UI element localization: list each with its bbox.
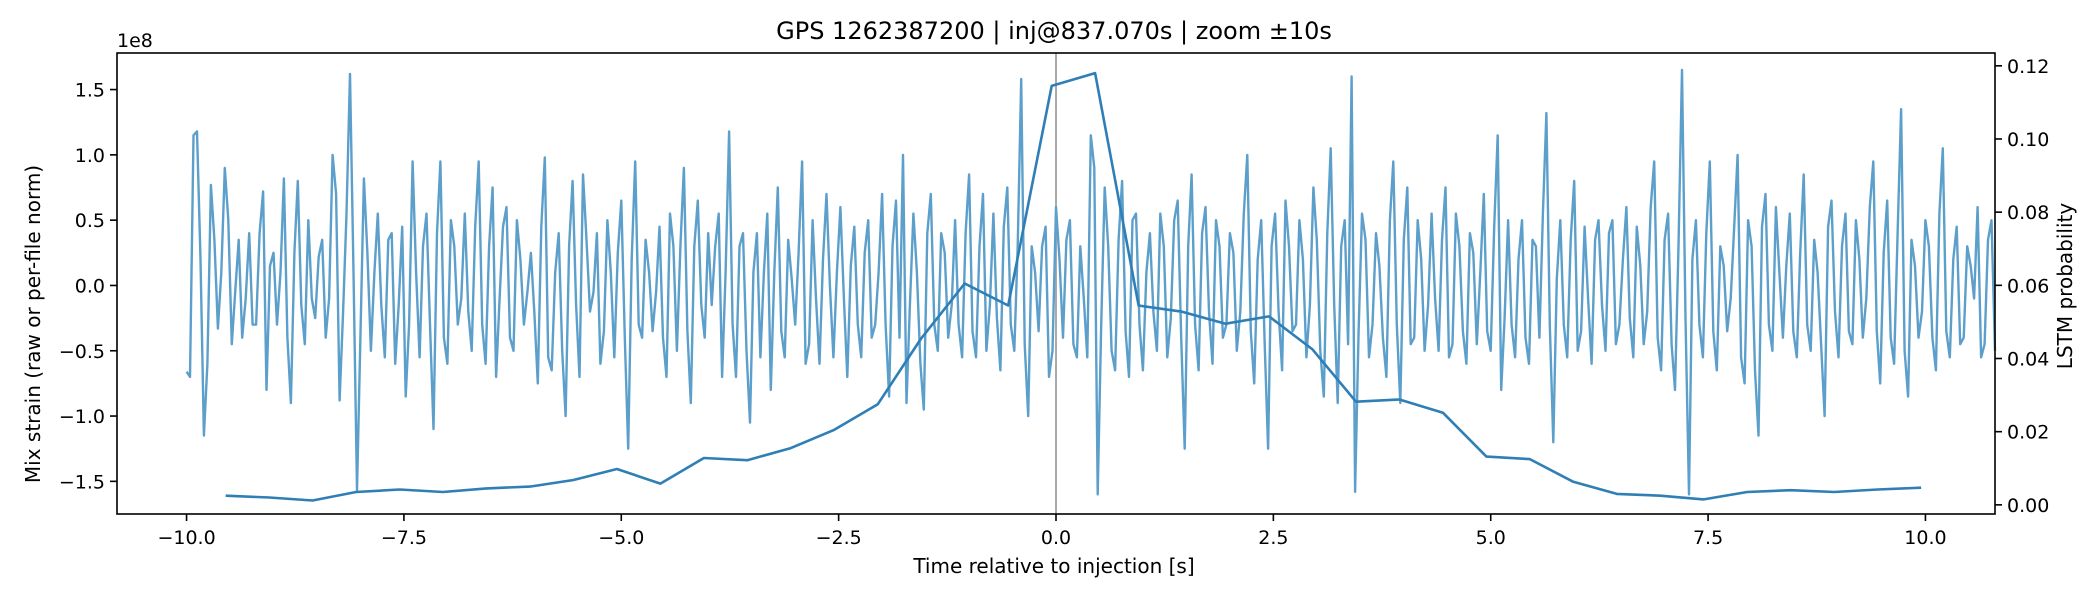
- x-axis-label: Time relative to injection [s]: [912, 554, 1194, 578]
- left-y-tick-label: −0.5: [59, 341, 105, 363]
- left-y-axis-label: Mix strain (raw or per-file norm): [21, 165, 45, 483]
- x-tick-label: 0.0: [1041, 527, 1071, 549]
- x-tick-label: −2.5: [816, 527, 862, 549]
- x-tick-label: −10.0: [157, 527, 215, 549]
- x-tick-label: 10.0: [1904, 527, 1946, 549]
- left-y-tick-label: 0.0: [75, 275, 105, 297]
- right-y-axis-ticks: 0.00 0.02 0.04 0.06 0.08 0.10 0.12: [1995, 56, 2049, 517]
- right-y-tick-label: 0.08: [2007, 202, 2049, 224]
- left-axis-offset-text: 1e8: [117, 30, 153, 52]
- chart-title: GPS 1262387200 | inj@837.070s | zoom ±10…: [776, 17, 1332, 45]
- strain-series-line: [185, 68, 1997, 496]
- left-y-axis-ticks: −1.5 −1.0 −0.5 0.0 0.5 1.0 1.5: [59, 80, 117, 493]
- right-y-tick-label: 0.02: [2007, 422, 2049, 444]
- right-y-tick-label: 0.00: [2007, 495, 2049, 517]
- right-y-tick-label: 0.12: [2007, 56, 2049, 78]
- probability-series-line: [225, 71, 1922, 502]
- left-y-tick-label: 0.5: [75, 210, 105, 232]
- left-y-tick-label: 1.5: [75, 80, 105, 102]
- right-y-axis-label: LSTM probability: [2053, 203, 2077, 370]
- right-y-tick-label: 0.10: [2007, 129, 2049, 151]
- x-tick-label: −5.0: [598, 527, 644, 549]
- x-tick-label: 5.0: [1476, 527, 1506, 549]
- left-y-tick-label: −1.5: [59, 471, 105, 493]
- right-y-tick-label: 0.06: [2007, 275, 2049, 297]
- left-y-tick-label: −1.0: [59, 406, 105, 428]
- right-y-tick-label: 0.04: [2007, 349, 2049, 371]
- x-tick-label: 7.5: [1693, 527, 1723, 549]
- left-y-tick-label: 1.0: [75, 145, 105, 167]
- plot-area: [185, 53, 1997, 514]
- x-tick-label: 2.5: [1258, 527, 1288, 549]
- x-tick-label: −7.5: [381, 527, 427, 549]
- x-axis-ticks: −10.0 −7.5 −5.0 −2.5 0.0 2.5 5.0 7.5 10.0: [157, 514, 1947, 549]
